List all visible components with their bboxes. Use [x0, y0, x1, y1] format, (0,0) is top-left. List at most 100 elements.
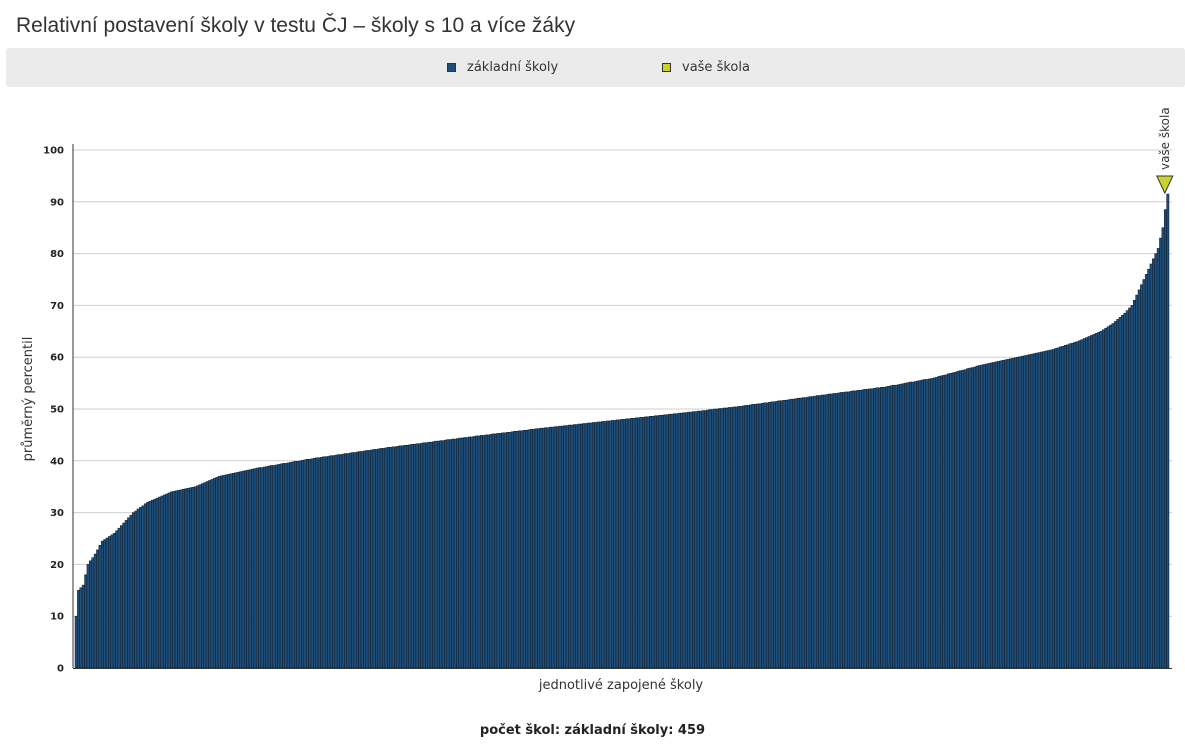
bar-school-429[interactable] — [1094, 333, 1098, 669]
bar-school-355[interactable] — [918, 380, 922, 669]
bar-school-458[interactable] — [1163, 209, 1167, 669]
bar-school-457[interactable] — [1161, 227, 1165, 669]
bar-school-186[interactable] — [515, 431, 519, 669]
bar-school-289[interactable] — [761, 403, 765, 669]
bar-school-338[interactable] — [877, 387, 881, 669]
bar-school-60[interactable] — [215, 477, 219, 669]
bar-school-214[interactable] — [582, 423, 586, 669]
bar-school-188[interactable] — [520, 430, 524, 669]
bar-school-41[interactable] — [170, 491, 173, 669]
bar-school-100[interactable] — [310, 458, 314, 669]
bar-school-401[interactable] — [1028, 354, 1032, 669]
bar-school-306[interactable] — [801, 397, 805, 669]
bar-school-434[interactable] — [1106, 326, 1110, 669]
bar-school-189[interactable] — [522, 429, 526, 669]
bar-school-78[interactable] — [258, 467, 262, 669]
bar-school-356[interactable] — [920, 379, 924, 669]
bar-school-427[interactable] — [1090, 335, 1093, 669]
bar-school-261[interactable] — [694, 411, 698, 669]
bar-school-414[interactable] — [1059, 346, 1062, 669]
bar-school-251[interactable] — [670, 413, 674, 669]
bar-school-425[interactable] — [1085, 337, 1089, 669]
bar-school-66[interactable] — [229, 473, 233, 669]
bar-school-238[interactable] — [639, 417, 643, 669]
bar-school-410[interactable] — [1049, 349, 1053, 669]
bar-school-343[interactable] — [889, 385, 893, 669]
bar-school-364[interactable] — [939, 375, 943, 669]
bar-school-195[interactable] — [537, 428, 541, 669]
bar-school-236[interactable] — [634, 417, 638, 669]
bar-school-315[interactable] — [823, 394, 827, 669]
bar-school-132[interactable] — [386, 447, 390, 669]
bar-school-148[interactable] — [425, 442, 428, 669]
bar-school-222[interactable] — [601, 421, 605, 669]
bar-school-327[interactable] — [851, 390, 855, 669]
bar-school-155[interactable] — [441, 440, 445, 669]
bar-school-12[interactable] — [100, 540, 104, 669]
bar-school-272[interactable] — [720, 408, 724, 669]
bar-school-130[interactable] — [382, 448, 386, 669]
bar-school-47[interactable] — [184, 488, 188, 669]
bar-school-67[interactable] — [232, 472, 235, 669]
bar-school-99[interactable] — [308, 459, 312, 669]
bar-school-277[interactable] — [732, 406, 736, 669]
bar-school-258[interactable] — [687, 411, 691, 669]
bar-school-6[interactable] — [86, 564, 90, 669]
bar-school-187[interactable] — [518, 430, 521, 669]
bar-school-14[interactable] — [105, 537, 109, 669]
bar-school-246[interactable] — [658, 414, 662, 669]
bar-school-21[interactable] — [122, 522, 126, 669]
bar-school-104[interactable] — [320, 456, 324, 669]
bar-school-32[interactable] — [148, 500, 152, 669]
bar-school-347[interactable] — [899, 383, 903, 669]
bar-school-341[interactable] — [885, 386, 888, 669]
bar-school-282[interactable] — [744, 405, 748, 669]
bar-school-223[interactable] — [603, 421, 607, 669]
bar-school-266[interactable] — [706, 409, 710, 669]
bar-school-117[interactable] — [351, 452, 355, 669]
bar-school-103[interactable] — [317, 457, 321, 669]
bar-school-416[interactable] — [1063, 345, 1067, 669]
bar-school-385[interactable] — [989, 362, 993, 669]
bar-school-86[interactable] — [277, 464, 281, 669]
bar-school-233[interactable] — [627, 418, 631, 669]
bar-school-241[interactable] — [646, 416, 650, 669]
bar-school-396[interactable] — [1016, 356, 1020, 669]
bar-school-376[interactable] — [968, 367, 972, 669]
bar-school-412[interactable] — [1054, 348, 1058, 669]
bar-school-62[interactable] — [220, 475, 224, 669]
bar-school-108[interactable] — [329, 455, 333, 669]
bar-school-169[interactable] — [475, 435, 479, 669]
bar-school-342[interactable] — [887, 385, 891, 669]
bar-school-225[interactable] — [608, 420, 612, 669]
bar-school-321[interactable] — [837, 392, 841, 669]
bar-school-273[interactable] — [723, 407, 726, 669]
bar-school-375[interactable] — [966, 368, 970, 669]
bar-school-163[interactable] — [460, 437, 464, 669]
bar-school-409[interactable] — [1047, 350, 1051, 669]
bar-school-88[interactable] — [282, 463, 285, 669]
bar-school-138[interactable] — [401, 445, 405, 669]
bar-school-446[interactable] — [1135, 294, 1139, 669]
bar-school-279[interactable] — [737, 406, 741, 669]
bar-school-177[interactable] — [494, 433, 498, 669]
bar-school-395[interactable] — [1013, 357, 1017, 669]
bar-school-1[interactable] — [74, 615, 78, 669]
bar-school-95[interactable] — [298, 460, 302, 669]
bar-school-118[interactable] — [353, 452, 357, 669]
bar-school-72[interactable] — [243, 470, 247, 669]
bar-school-64[interactable] — [224, 474, 228, 669]
bar-school-145[interactable] — [417, 443, 421, 669]
bar-school-303[interactable] — [794, 398, 798, 669]
bar-school-68[interactable] — [234, 472, 238, 669]
bar-school-406[interactable] — [1040, 351, 1043, 669]
bar-school-51[interactable] — [193, 486, 197, 669]
bar-school-357[interactable] — [923, 379, 927, 669]
bar-school-346[interactable] — [897, 384, 900, 669]
bar-school-439[interactable] — [1118, 317, 1122, 669]
bar-school-7[interactable] — [89, 560, 92, 669]
bar-school-443[interactable] — [1128, 307, 1132, 669]
bar-school-226[interactable] — [611, 420, 614, 669]
bar-school-162[interactable] — [458, 437, 462, 669]
bar-school-184[interactable] — [510, 431, 514, 669]
